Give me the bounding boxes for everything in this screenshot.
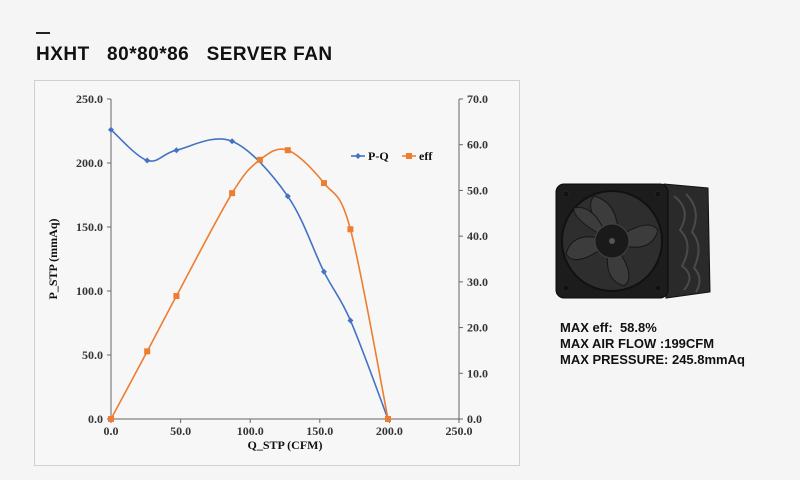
x-tick-label: 200.0	[376, 424, 403, 438]
legend-label-eff: eff	[419, 149, 433, 163]
y-axis-title: P_STP (mmAq)	[46, 218, 60, 299]
x-tick-label: 100.0	[237, 424, 264, 438]
chart-panel: 0.0 50.0 100.0 150.0 200.0 250.0 0.0 50.0 100.0 1…	[34, 80, 520, 466]
y-tick-label: 0.0	[88, 412, 103, 426]
series-line-p-q	[110, 129, 389, 420]
y-tick-label: 250.0	[76, 92, 103, 106]
x-axis-title: Q_STP (CFM)	[248, 438, 323, 452]
data-point-eff	[144, 348, 151, 355]
data-point-eff	[320, 180, 327, 187]
data-point-eff	[108, 416, 114, 422]
data-point-p-q	[108, 126, 114, 133]
x-tick-label: 0.0	[104, 424, 119, 438]
fan-product-image	[552, 180, 714, 302]
chart-legend: P-Q eff	[351, 149, 433, 163]
data-point-eff	[256, 156, 263, 163]
max-pressure-text: MAX PRESSURE: 245.8mmAq	[560, 352, 745, 367]
data-point-p-q	[284, 193, 291, 200]
y-tick-label: 50.0	[82, 348, 103, 362]
y2-tick-label: 60.0	[467, 138, 488, 152]
data-point-eff	[385, 416, 392, 422]
chart-series-lines	[110, 129, 389, 420]
y-tick-label: 100.0	[76, 284, 103, 298]
legend-label-p-q: P-Q	[368, 149, 389, 163]
x-tick-label: 250.0	[446, 424, 473, 438]
max-air-flow-text: MAX AIR FLOW :199CFM	[560, 336, 715, 351]
data-point-eff	[347, 226, 354, 233]
data-point-p-q	[229, 138, 236, 145]
x-tick-label: 50.0	[170, 424, 191, 438]
page-title: HXHT 80*80*86 SERVER FAN	[36, 44, 333, 65]
data-point-eff	[229, 190, 236, 197]
data-point-eff	[284, 147, 291, 154]
y-tick-label: 200.0	[76, 156, 103, 170]
title-accent-line	[36, 32, 50, 34]
data-point-p-q	[320, 268, 327, 275]
chart-axes	[110, 99, 460, 420]
x-tick-label: 150.0	[306, 424, 333, 438]
series-line-eff	[110, 148, 389, 420]
server-fan-icon	[555, 183, 711, 299]
y2-tick-label: 70.0	[467, 92, 488, 106]
data-point-eff	[173, 293, 180, 300]
pq-efficiency-chart: 0.0 50.0 100.0 150.0 200.0 250.00.050.0100.01…	[46, 92, 488, 452]
y2-tick-label: 30.0	[467, 275, 488, 289]
max-eff-text: MAX eff: 58.8%	[560, 320, 657, 335]
legend-marker-eff	[406, 153, 412, 159]
data-point-p-q	[173, 147, 180, 154]
chart-ticks: 0.0 50.0 100.0 150.0 200.0 250.00.050.0100.01…	[76, 92, 488, 438]
chart-series-markers	[108, 126, 392, 422]
y2-tick-label: 0.0	[467, 412, 482, 426]
legend-marker-p-q	[355, 153, 361, 159]
y2-tick-label: 20.0	[467, 321, 488, 335]
y2-tick-label: 40.0	[467, 229, 488, 243]
y-tick-label: 150.0	[76, 220, 103, 234]
y2-tick-label: 50.0	[467, 183, 488, 197]
data-point-p-q	[144, 157, 151, 164]
fan-specs: MAX eff: 58.8% MAX AIR FLOW :199CFM MAX …	[560, 320, 745, 368]
y2-tick-label: 10.0	[467, 366, 488, 380]
data-point-p-q	[347, 317, 354, 324]
